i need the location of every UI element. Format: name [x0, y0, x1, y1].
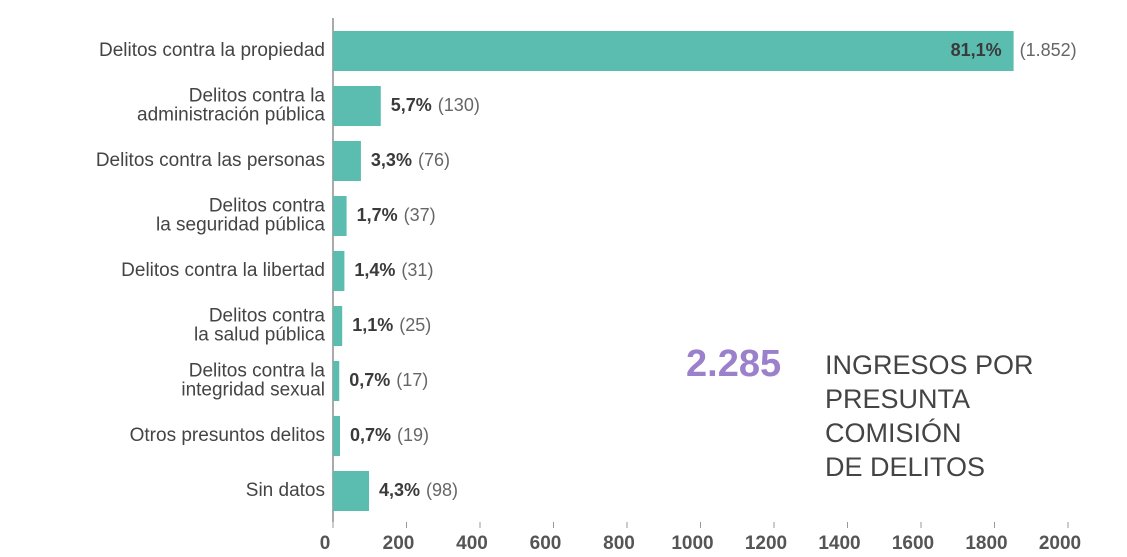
bar [333, 31, 1014, 71]
value-label: (76) [418, 150, 450, 170]
bar [333, 471, 370, 511]
value-label: (1.852) [1020, 40, 1077, 60]
bar [333, 86, 381, 126]
category-label: Sin datos [246, 480, 325, 501]
value-label: (17) [396, 370, 428, 390]
percent-label: 0,7% [349, 370, 390, 390]
percent-label: 1,4% [354, 260, 395, 280]
percent-label: 3,3% [371, 150, 412, 170]
category-label: Delitos contra la administración pública [137, 86, 325, 126]
category-label: Delitos contra la seguridad pública [156, 196, 325, 236]
percent-label: 81,1% [951, 40, 1002, 60]
bar [333, 416, 340, 456]
x-tick-label: 1400 [818, 533, 860, 554]
annotation-text: INGRESOS POR PRESUNTA COMISIÓN DE DELITOS [825, 350, 1034, 482]
x-tick-label: 1200 [745, 533, 787, 554]
x-tick-label: 400 [456, 533, 488, 554]
percent-label: 0,7% [350, 425, 391, 445]
x-tick-label: 200 [383, 533, 415, 554]
category-label: Delitos contra la salud pública [194, 306, 325, 346]
x-tick-label: 800 [603, 533, 635, 554]
value-label: (19) [397, 425, 429, 445]
x-tick-label: 1800 [965, 533, 1007, 554]
category-label: Delitos contra la propiedad [99, 40, 325, 61]
category-label: Delitos contra las personas [96, 150, 325, 171]
x-tick-label: 600 [530, 533, 562, 554]
annotation-number: 2.285 [686, 343, 781, 385]
bar [333, 196, 347, 236]
category-label: Delitos contra la libertad [121, 260, 325, 281]
x-tick-label: 2000 [1039, 533, 1081, 554]
percent-label: 1,7% [357, 205, 398, 225]
bar [333, 251, 345, 291]
value-label: (31) [401, 260, 433, 280]
value-label: (130) [438, 95, 480, 115]
x-tick-label: 0 [320, 533, 331, 554]
percent-label: 5,7% [391, 95, 432, 115]
bar [333, 361, 340, 401]
value-label: (37) [404, 205, 436, 225]
value-label: (98) [426, 480, 458, 500]
percent-label: 1,1% [352, 315, 393, 335]
x-tick-label: 1600 [892, 533, 934, 554]
x-tick-label: 1000 [671, 533, 713, 554]
bar [333, 141, 361, 181]
annotation-box [668, 334, 1106, 492]
bar [333, 306, 343, 346]
category-label: Otros presuntos delitos [130, 425, 325, 446]
percent-label: 4,3% [379, 480, 420, 500]
value-label: (25) [399, 315, 431, 335]
category-label: Delitos contra la integridad sexual [181, 361, 325, 401]
